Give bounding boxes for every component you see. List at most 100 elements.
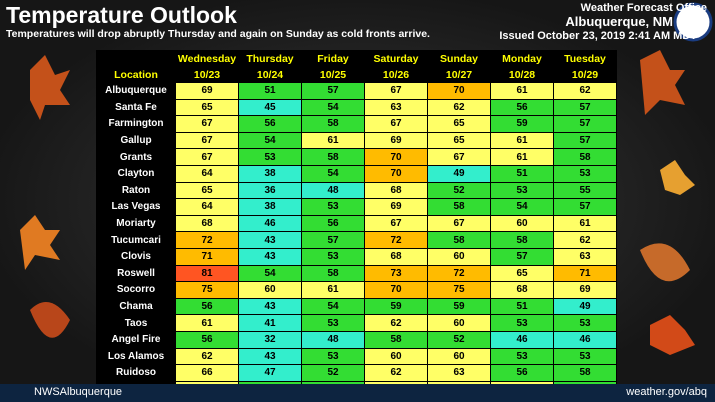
location: Las Vegas (96, 198, 176, 216)
temperature-table: Wednesday Thursday Friday Saturday Sunday Mon… (96, 50, 617, 399)
temperature: 67 (364, 82, 428, 100)
leaf (640, 50, 685, 115)
date-header: 10/23 (175, 66, 239, 83)
temperature: 43 (238, 297, 302, 316)
temperature: 67 (364, 214, 428, 233)
day-header: Tuesday (553, 50, 617, 67)
data-row: Clovis 71 43 53 68 60 57 63 (96, 247, 617, 266)
temperature: 46 (553, 330, 617, 349)
temperature: 70 (364, 164, 428, 183)
data-row: Santa Fe 65 45 54 63 62 56 57 (96, 98, 617, 117)
location: Albuquerque (96, 82, 176, 100)
location: Socorro (96, 281, 176, 299)
temperature: 48 (301, 330, 365, 349)
data-row: Las Vegas 64 38 53 69 58 54 57 (96, 198, 617, 216)
temperature: 75 (175, 281, 239, 299)
leaves (20, 50, 695, 355)
data-row: Angel Fire 56 32 48 58 52 46 46 (96, 330, 617, 349)
leaf (640, 243, 690, 282)
temperature: 56 (490, 98, 554, 117)
subtitle: Temperatures will drop abruptly Thursday… (6, 28, 430, 40)
temperature: 67 (175, 148, 239, 166)
temperature: 51 (490, 164, 554, 183)
temperature: 57 (553, 198, 617, 216)
location: Chama (96, 297, 176, 316)
temperature: 67 (175, 131, 239, 150)
location: Santa Fe (96, 98, 176, 117)
header-row: Wednesday Thursday Friday Saturday Sunday Mon… (96, 50, 617, 67)
temperature: 54 (490, 198, 554, 216)
temperature: 59 (364, 297, 428, 316)
date-header: 10/26 (364, 66, 428, 83)
temperature: 60 (490, 214, 554, 233)
temperature: 67 (427, 148, 491, 166)
temperature: 65 (175, 181, 239, 200)
data-row: Grants 67 53 58 70 67 61 58 (96, 148, 617, 166)
website[interactable]: weather.gov/abq (626, 386, 707, 398)
temperature: 69 (364, 131, 428, 150)
temperature: 53 (490, 314, 554, 332)
leaf (660, 160, 695, 195)
date-header: 10/28 (490, 66, 554, 83)
day-header: Saturday (364, 50, 428, 67)
date-header: 10/25 (301, 66, 365, 83)
temperature: 45 (238, 98, 302, 117)
temperature: 46 (490, 330, 554, 349)
temperature: 53 (301, 198, 365, 216)
temperature: 54 (238, 264, 302, 283)
temperature: 61 (301, 131, 365, 150)
temperature: 59 (427, 297, 491, 316)
temperature: 51 (490, 297, 554, 316)
temperature: 53 (301, 247, 365, 266)
temperature: 53 (553, 164, 617, 183)
temperature: 72 (175, 231, 239, 249)
temperature: 65 (427, 131, 491, 150)
temperature: 58 (364, 330, 428, 349)
temperature: 60 (427, 347, 491, 366)
day-header: Sunday (427, 50, 491, 67)
temperature: 48 (301, 181, 365, 200)
data-row: Gallup 67 54 61 69 65 61 57 (96, 131, 617, 150)
data-row: Roswell 81 54 58 73 72 65 71 (96, 264, 617, 283)
data-row: Clayton 64 38 54 70 49 51 53 (96, 164, 617, 183)
data-row: Los Alamos 62 43 53 60 60 53 53 (96, 347, 617, 366)
temperature: 68 (175, 214, 239, 233)
data-row: Raton 65 36 48 68 52 53 55 (96, 181, 617, 200)
social-handle[interactable]: NWSAlbuquerque (34, 386, 123, 398)
temperature: 43 (238, 247, 302, 266)
date-header: 10/24 (238, 66, 302, 83)
temperature: 58 (301, 264, 365, 283)
temperature: 58 (490, 231, 554, 249)
temperature: 51 (238, 82, 302, 100)
temperature: 49 (427, 164, 491, 183)
data-row: Taos 61 41 53 62 60 53 53 (96, 314, 617, 332)
temperature: 56 (175, 330, 239, 349)
temperature: 72 (364, 231, 428, 249)
location: Angel Fire (96, 330, 176, 349)
office: Weather Forecast Office (580, 2, 707, 14)
data-row: Tucumcari 72 43 57 72 58 58 62 (96, 231, 617, 249)
temperature: 61 (553, 214, 617, 233)
temperature: 57 (301, 82, 365, 100)
location: Los Alamos (96, 347, 176, 366)
date-header: 10/27 (427, 66, 491, 83)
temperature: 60 (238, 281, 302, 299)
temperature: 81 (175, 264, 239, 283)
location: Ruidoso (96, 364, 176, 382)
data-row: Socorro 75 60 61 70 75 68 69 (96, 281, 617, 299)
temperature: 53 (490, 347, 554, 366)
temperature: 63 (427, 364, 491, 382)
nws-logo (673, 2, 713, 42)
temperature: 53 (301, 347, 365, 366)
temperature: 53 (490, 181, 554, 200)
temperature: 61 (175, 314, 239, 332)
temperature: 58 (301, 148, 365, 166)
office-location: Albuquerque, NM (565, 14, 673, 29)
temperature: 56 (175, 297, 239, 316)
temperature: 75 (427, 281, 491, 299)
temperature: 41 (238, 314, 302, 332)
temperature: 68 (490, 281, 554, 299)
footer-bar (0, 384, 715, 402)
temperature: 47 (238, 364, 302, 382)
